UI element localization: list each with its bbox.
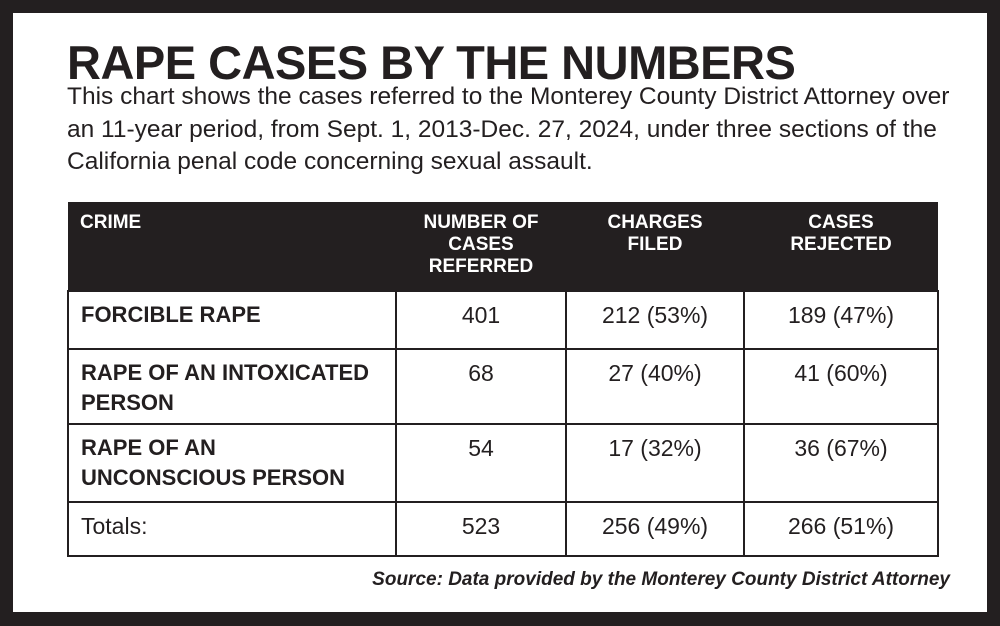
cell-charges: 17 (32%) — [565, 423, 745, 503]
cell-rejected: 266 (51%) — [743, 501, 939, 557]
cell-rejected: 36 (67%) — [743, 423, 939, 503]
cell-charges: 27 (40%) — [565, 348, 745, 425]
cell-crime: FORCIBLE RAPE — [67, 290, 397, 350]
cell-crime: RAPE OF AN UNCONSCIOUS PERSON — [67, 423, 397, 503]
chart-description: This chart shows the cases referred to t… — [67, 83, 950, 175]
infographic-panel: RAPE CASES BY THE NUMBERS This chart sho… — [13, 13, 987, 612]
table-row: RAPE OF AN UNCONSCIOUS PERSON 54 17 (32%… — [67, 423, 939, 503]
cell-charges: 212 (53%) — [565, 290, 745, 350]
table-row: RAPE OF AN INTOXICATED PERSON 68 27 (40%… — [67, 348, 939, 425]
cell-referred: 401 — [395, 290, 567, 350]
cell-totals-label: Totals: — [67, 501, 397, 557]
data-table: CRIME NUMBER OF CASES REFERRED CHARGES F… — [67, 202, 939, 557]
source-note: Source: Data provided by the Monterey Co… — [372, 569, 950, 590]
cell-crime: RAPE OF AN INTOXICATED PERSON — [67, 348, 397, 425]
cell-rejected: 41 (60%) — [743, 348, 939, 425]
table-header-row: CRIME NUMBER OF CASES REFERRED CHARGES F… — [68, 202, 938, 291]
table-row: FORCIBLE RAPE 401 212 (53%) 189 (47%) — [67, 290, 939, 350]
cell-referred: 54 — [395, 423, 567, 503]
cell-charges: 256 (49%) — [565, 501, 745, 557]
cell-crime-text: RAPE OF AN INTOXICATED PERSON — [81, 360, 370, 415]
column-header-rejected: CASES REJECTED — [744, 202, 938, 291]
column-header-charges-text: CHARGES FILED — [607, 212, 703, 255]
column-header-rejected-text: CASES REJECTED — [790, 212, 892, 255]
chart-title: RAPE CASES BY THE NUMBERS — [67, 36, 796, 89]
cell-referred: 523 — [395, 501, 567, 557]
cell-crime-text: RAPE OF AN UNCONSCIOUS PERSON — [81, 435, 346, 490]
cell-referred: 68 — [395, 348, 567, 425]
column-header-referred: NUMBER OF CASES REFERRED — [396, 202, 566, 291]
table-row-totals: Totals: 523 256 (49%) 266 (51%) — [67, 501, 939, 557]
column-header-crime: CRIME — [68, 202, 396, 291]
column-header-referred-text: NUMBER OF CASES REFERRED — [423, 212, 539, 277]
column-header-charges: CHARGES FILED — [566, 202, 744, 291]
cell-rejected: 189 (47%) — [743, 290, 939, 350]
